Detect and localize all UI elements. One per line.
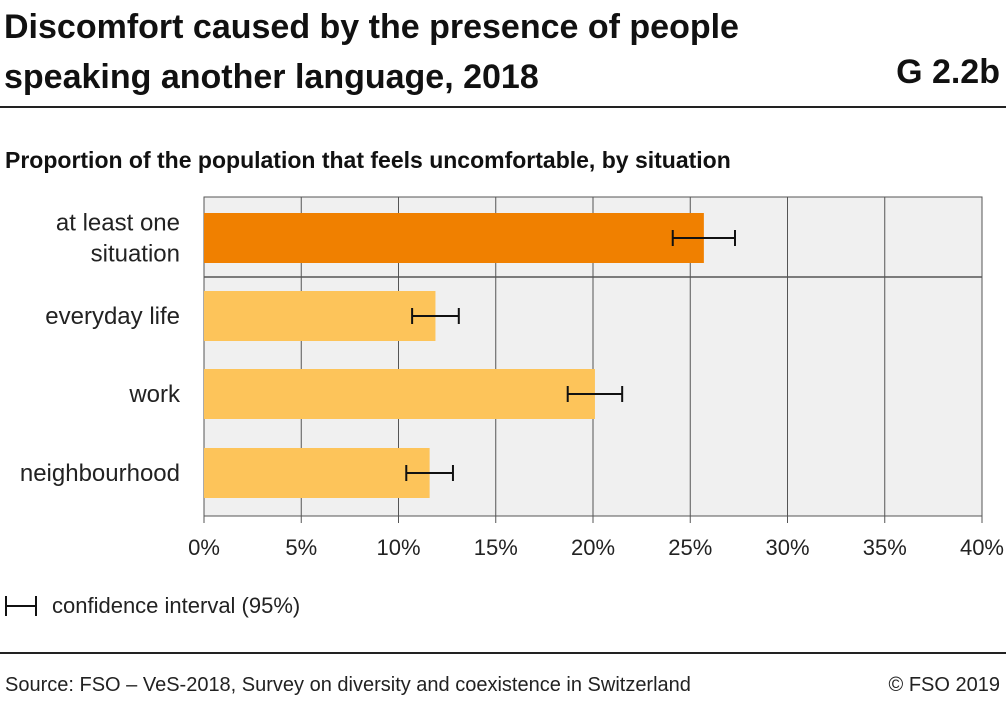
plot-area: 0% 5% 10% 15% 20% 25% 30% 35% 40% at least one sit… [20, 196, 1004, 560]
copyright-note: © FSO 2019 [888, 674, 1000, 696]
bar [204, 369, 595, 419]
chart-subtitle: Proportion of the population that feels … [5, 147, 731, 173]
title-divider [0, 106, 1006, 108]
bar [204, 291, 436, 341]
x-tick-label: 35% [863, 535, 907, 560]
x-tick-label: 40% [960, 535, 1004, 560]
bar [204, 213, 704, 263]
legend: confidence interval (95%) [4, 590, 300, 622]
bar-chart: 0% 5% 10% 15% 20% 25% 30% 35% 40% at least one sit… [20, 196, 1004, 560]
category-label: at least one situation [56, 210, 180, 268]
x-tick-label: 0% [188, 535, 220, 560]
chart-title: Discomfort caused by the presence of peo… [4, 8, 739, 96]
category-label: everyday life [45, 303, 180, 330]
source-note: Source: FSO – VeS-2018, Survey on divers… [5, 674, 691, 696]
x-tick-label: 10% [376, 535, 420, 560]
x-tick-label: 20% [571, 535, 615, 560]
confidence-interval-icon [5, 596, 37, 616]
category-label: work [128, 381, 181, 408]
x-tick-label: 5% [285, 535, 317, 560]
bar [204, 448, 430, 498]
x-tick-label: 25% [668, 535, 712, 560]
x-tick-label: 15% [474, 535, 518, 560]
chart-code: G 2.2b [896, 53, 1000, 91]
x-tick-label: 30% [765, 535, 809, 560]
footer-divider [0, 652, 1006, 654]
legend-label: confidence interval (95%) [52, 593, 301, 618]
category-label: neighbourhood [20, 460, 180, 487]
